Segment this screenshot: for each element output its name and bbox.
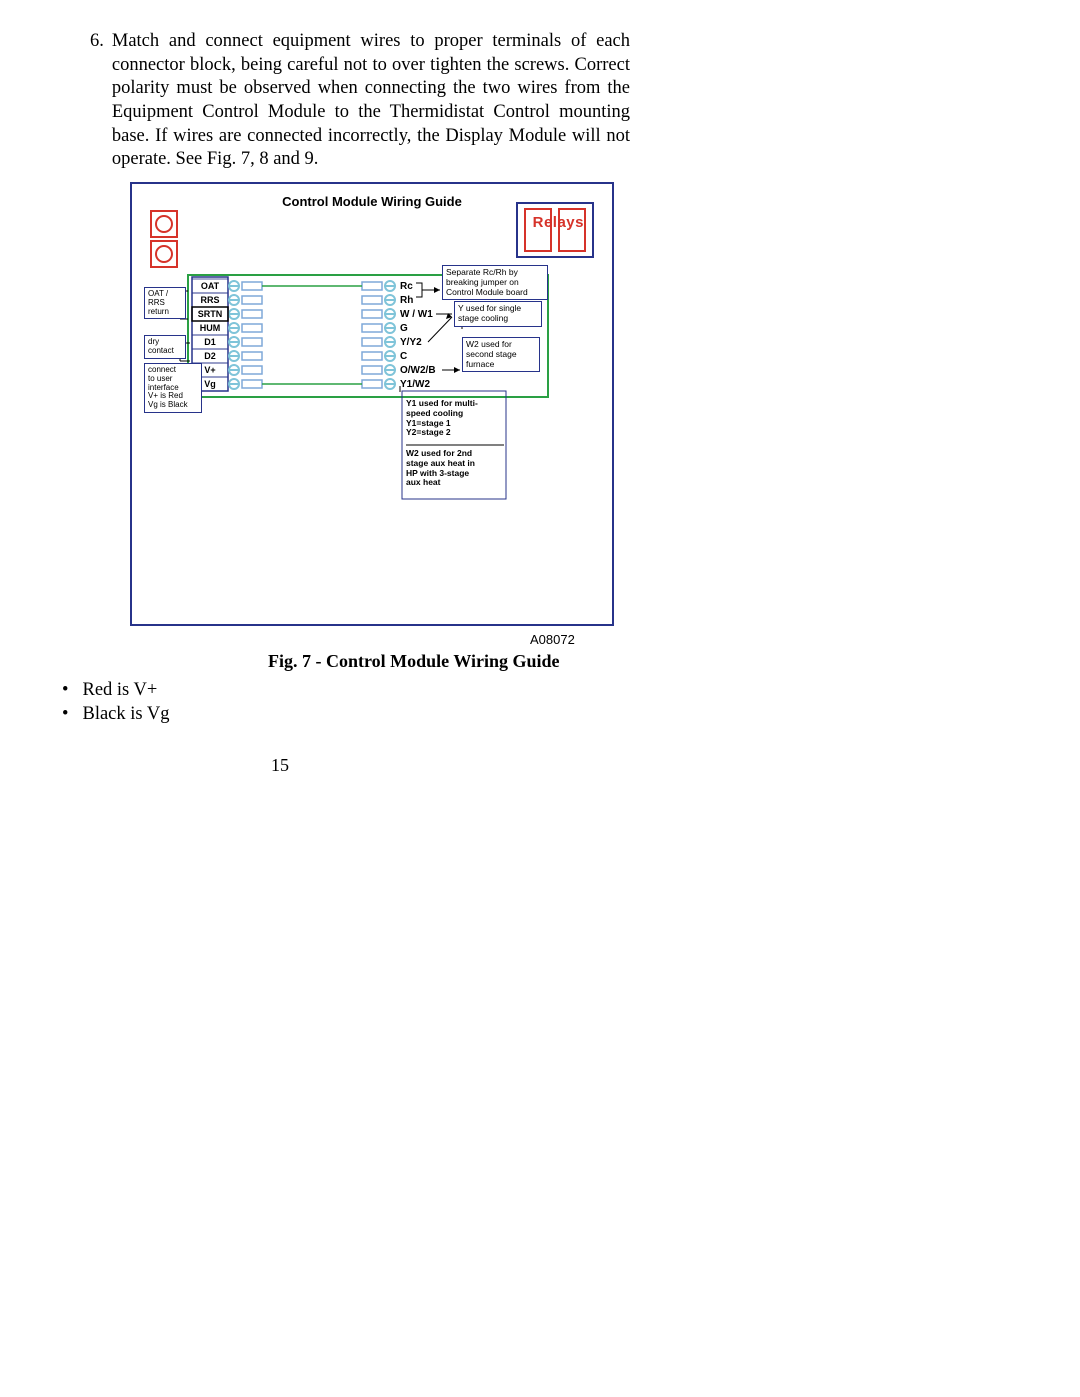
- svg-text:V+: V+: [204, 365, 215, 375]
- svg-text:D1: D1: [204, 337, 216, 347]
- svg-text:Y/Y2: Y/Y2: [400, 337, 422, 348]
- indicator-square-icon: [150, 240, 178, 268]
- svg-text:O/W2/B: O/W2/B: [400, 365, 436, 376]
- wiring-diagram: Control Module Wiring Guide Relays OATRR…: [130, 182, 614, 626]
- svg-text:SRTN: SRTN: [198, 309, 223, 319]
- instruction-step: 6. Match and connect equipment wires to …: [90, 30, 630, 172]
- svg-text:Y1/W2: Y1/W2: [400, 379, 430, 390]
- terminal-note: W2 used forsecond stagefurnace: [462, 337, 540, 372]
- step-number: 6.: [90, 30, 104, 172]
- svg-text:Rc: Rc: [400, 281, 413, 292]
- terminal-note: W2 used for 2ndstage aux heat inHP with …: [406, 449, 501, 488]
- svg-text:OAT: OAT: [201, 281, 220, 291]
- figure-id: A08072: [530, 632, 1020, 647]
- svg-text:G: G: [400, 323, 408, 334]
- legend-list: Red is V+ Black is Vg: [60, 680, 1020, 725]
- terminal-note: Separate Rc/Rh bybreaking jumper onContr…: [442, 265, 548, 300]
- legend-item: Red is V+: [62, 680, 1020, 701]
- svg-text:C: C: [400, 351, 407, 362]
- wiring-canvas: OAT RRS SRTN HUM D1 D2 V+ Vg Rc Rh W / W1 G Y/Y2 C O/W…: [144, 269, 600, 612]
- page-number: 15: [0, 755, 1020, 776]
- step-text: Match and connect equipment wires to pro…: [112, 30, 630, 172]
- legend-item: Black is Vg: [62, 704, 1020, 725]
- svg-text:W / W1: W / W1: [400, 309, 433, 320]
- left-label-box: OAT /RRSreturn: [144, 287, 186, 319]
- left-label-box: drycontact: [144, 335, 186, 359]
- svg-text:HUM: HUM: [200, 323, 221, 333]
- svg-text:Rh: Rh: [400, 295, 413, 306]
- svg-text:Vg: Vg: [204, 379, 216, 389]
- svg-text:RRS: RRS: [200, 295, 219, 305]
- relays-label: Relays: [533, 214, 584, 231]
- terminal-note: Y used for singlestage cooling: [454, 301, 542, 327]
- figure-7: Control Module Wiring Guide Relays OATRR…: [130, 182, 1020, 672]
- document-page: 6. Match and connect equipment wires to …: [0, 0, 1080, 816]
- figure-caption: Fig. 7 - Control Module Wiring Guide: [268, 651, 1020, 672]
- indicator-square-icon: [150, 210, 178, 238]
- left-label-box: connectto userinterfaceV+ is RedVg is Bl…: [144, 363, 202, 413]
- svg-text:D2: D2: [204, 351, 216, 361]
- terminal-note: Y1 used for multi-speed coolingY1=stage …: [406, 399, 501, 438]
